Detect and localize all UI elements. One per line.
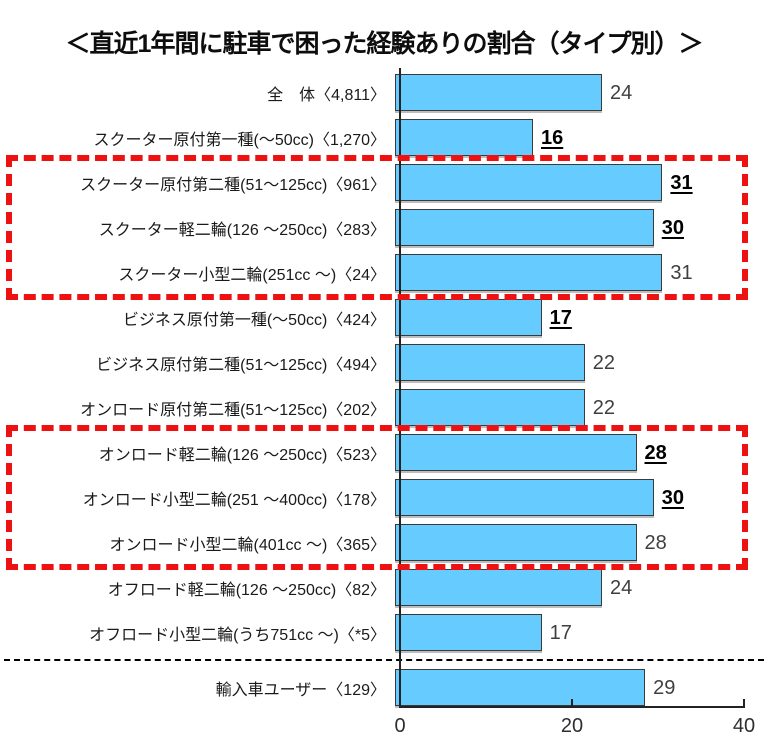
bar-track: 28 — [395, 430, 740, 475]
bar-track: 24 — [395, 565, 740, 610]
bar-row: オフロード軽二輪(126 ～250cc)〈82〉 24 — [0, 565, 768, 610]
x-axis: 0 20 40 — [394, 699, 755, 736]
value-label: 22 — [592, 396, 615, 419]
category-label: スクーター原付第二種(51～125cc)〈961〉 — [80, 176, 386, 194]
bar-row: ビジネス原付第二種(51～125cc)〈494〉 22 — [0, 340, 768, 385]
bar — [395, 669, 646, 706]
category-label: 輸入車ユーザー〈129〉 — [215, 681, 386, 699]
bar — [395, 119, 533, 156]
category-label: オフロード小型二輪(うち751cc ～)〈*5〉 — [89, 626, 386, 644]
bar-row: 輸入車ユーザー〈129〉 29 — [0, 665, 768, 710]
bar — [395, 254, 663, 291]
dashed-separator-line — [4, 659, 764, 661]
category-label: スクーター小型二輪(251cc ～)〈24〉 — [118, 266, 386, 284]
category-label: ビジネス原付第二種(51～125cc)〈494〉 — [96, 356, 386, 374]
bar — [395, 164, 663, 201]
bar — [395, 209, 654, 246]
value-label: 28 — [644, 441, 667, 464]
x-tick-mark — [571, 699, 573, 708]
bar — [395, 74, 602, 111]
value-label: 24 — [610, 576, 633, 599]
bar-row: オンロード原付第二種(51～125cc)〈202〉 22 — [0, 385, 768, 430]
bar — [395, 344, 585, 381]
bar-track: 17 — [395, 295, 740, 340]
value-label: 30 — [661, 216, 684, 239]
category-label: スクーター軽二輪(126 ～250cc)〈283〉 — [98, 221, 386, 239]
category-label: オンロード小型二輪(401cc ～)〈365〉 — [109, 536, 387, 554]
bar-track: 30 — [395, 205, 740, 250]
bar — [395, 479, 654, 516]
bar-row: スクーター原付第一種(～50cc)〈1,270〉 16 — [0, 115, 768, 160]
bar-track: 30 — [395, 475, 740, 520]
category-label: オンロード小型二輪(251 ～400cc)〈178〉 — [82, 491, 386, 509]
bar — [395, 434, 637, 471]
value-label: 22 — [592, 351, 615, 374]
x-tick-label: 0 — [394, 715, 406, 737]
x-tick-mark — [399, 699, 401, 708]
x-tick-label: 20 — [560, 715, 584, 737]
chart-title: ＜直近1年間に駐車で困った経験ありの割合（タイプ別）＞ — [65, 30, 704, 58]
value-label: 17 — [549, 621, 572, 644]
bar — [395, 299, 542, 336]
bar — [395, 569, 602, 606]
bar-track: 17 — [395, 610, 740, 655]
value-label: 31 — [670, 171, 693, 194]
bar-row: スクーター軽二輪(126 ～250cc)〈283〉 30 — [0, 205, 768, 250]
x-tick-mark — [743, 699, 745, 708]
value-label: 28 — [644, 531, 667, 554]
bar-track: 29 — [395, 665, 740, 710]
bar-row: オフロード小型二輪(うち751cc ～)〈*5〉 17 — [0, 610, 768, 655]
x-tick-label: 40 — [732, 715, 756, 737]
y-axis-line — [399, 68, 401, 708]
bar-rows: 全 体〈4,811〉 24 スクーター原付第一種(～50cc)〈1,270〉 16 スク… — [0, 70, 768, 710]
bar-track: 31 — [395, 160, 740, 205]
bar-track: 16 — [395, 115, 740, 160]
bar-row: オンロード軽二輪(126 ～250cc)〈523〉 28 — [0, 430, 768, 475]
category-label: ビジネス原付第一種(～50cc)〈424〉 — [122, 311, 386, 329]
dashed-separator — [0, 655, 768, 665]
bar-row: スクーター小型二輪(251cc ～)〈24〉 31 — [0, 250, 768, 295]
value-label: 16 — [541, 126, 564, 149]
bar — [395, 614, 542, 651]
bar-track: 22 — [395, 385, 740, 430]
category-label: オンロード原付第二種(51～125cc)〈202〉 — [80, 401, 386, 419]
value-label: 24 — [610, 81, 633, 104]
value-label: 31 — [670, 261, 693, 284]
category-label: スクーター原付第一種(～50cc)〈1,270〉 — [93, 131, 387, 149]
category-label: オフロード軽二輪(126 ～250cc)〈82〉 — [107, 581, 386, 599]
bar-track: 28 — [395, 520, 740, 565]
bar-row: オンロード小型二輪(401cc ～)〈365〉 28 — [0, 520, 768, 565]
bar-row: 全 体〈4,811〉 24 — [0, 70, 768, 115]
bar — [395, 389, 585, 426]
bar-track: 22 — [395, 340, 740, 385]
bar-row: オンロード小型二輪(251 ～400cc)〈178〉 30 — [0, 475, 768, 520]
category-label: オンロード軽二輪(126 ～250cc)〈523〉 — [98, 446, 386, 464]
value-label: 29 — [653, 676, 676, 699]
value-label: 30 — [661, 486, 684, 509]
category-label: 全 体〈4,811〉 — [267, 86, 386, 104]
bar — [395, 524, 637, 561]
bar-row: スクーター原付第二種(51～125cc)〈961〉 31 — [0, 160, 768, 205]
value-label: 17 — [549, 306, 572, 329]
bar-track: 31 — [395, 250, 740, 295]
bar-row: ビジネス原付第一種(～50cc)〈424〉 17 — [0, 295, 768, 340]
bar-track: 24 — [395, 70, 740, 115]
